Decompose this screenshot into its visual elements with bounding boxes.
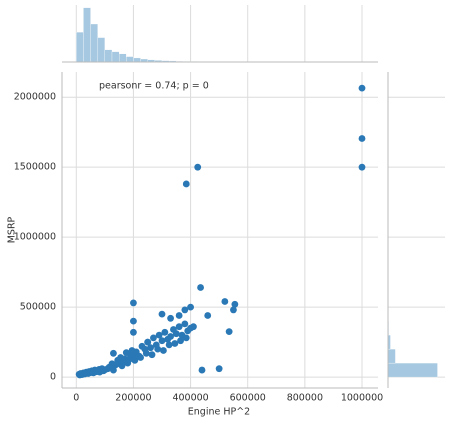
point [171, 340, 179, 347]
point [144, 338, 152, 346]
point [230, 306, 237, 314]
y-tick-label: 0 [50, 372, 56, 383]
top-hist-bar [118, 53, 127, 63]
point [198, 366, 206, 374]
point [358, 163, 366, 171]
top-hist-bar [133, 57, 141, 63]
point [158, 337, 166, 345]
point [155, 331, 163, 339]
y-tick-label: 1000000 [14, 232, 56, 243]
point [181, 320, 189, 328]
point [137, 354, 144, 361]
point [142, 349, 150, 357]
point [182, 180, 190, 188]
point [117, 354, 124, 361]
point [111, 361, 119, 369]
top-hist-bar [83, 7, 91, 63]
point [150, 334, 157, 342]
y-tick-label: 500000 [20, 302, 56, 313]
point [358, 135, 366, 142]
point [182, 334, 190, 342]
point [120, 358, 127, 366]
top-hist-bar [76, 31, 84, 63]
point [161, 328, 169, 336]
x-tick-label: 1000000 [341, 393, 383, 404]
point [231, 300, 239, 308]
point [99, 366, 106, 374]
point [130, 328, 137, 336]
point [165, 341, 173, 349]
point [130, 299, 137, 307]
top-hist-bar [126, 56, 134, 63]
point [194, 163, 202, 171]
right-hist-bar [387, 362, 438, 378]
point [221, 298, 229, 305]
top-hist-bar [97, 37, 106, 63]
point [215, 365, 223, 373]
point [172, 330, 180, 338]
point [175, 312, 183, 319]
annotation: pearsonr = 0.74; p = 0 [99, 81, 209, 92]
x-tick-label: 800000 [287, 393, 323, 404]
point [130, 317, 137, 325]
y-axis-label: MSRP [7, 216, 18, 243]
point [175, 323, 183, 331]
point [158, 310, 166, 318]
right-hist-bar [387, 348, 396, 364]
point [204, 312, 212, 319]
point [147, 344, 154, 352]
point [131, 356, 139, 364]
x-tick-label: 600000 [230, 393, 266, 404]
point [181, 306, 189, 314]
point [225, 328, 233, 336]
top-hist-bar [90, 23, 98, 63]
point [110, 349, 117, 357]
point [167, 314, 174, 322]
y-tick-label: 1500000 [14, 162, 56, 173]
point [125, 356, 133, 363]
point [167, 333, 174, 340]
point [358, 84, 366, 92]
point [122, 349, 130, 356]
point [177, 337, 184, 345]
point [190, 323, 197, 331]
top-hist-bar [111, 51, 120, 63]
point [160, 347, 167, 354]
x-tick-label: 400000 [172, 393, 208, 404]
x-tick-label: 0 [73, 393, 79, 404]
top-hist-bar [104, 49, 113, 63]
point [197, 284, 204, 291]
point [187, 303, 194, 311]
point [154, 345, 162, 353]
x-axis-label: Engine HP^2 [188, 407, 250, 418]
y-tick-label: 2000000 [14, 92, 56, 103]
x-tick-label: 200000 [115, 393, 151, 404]
point [148, 351, 156, 359]
